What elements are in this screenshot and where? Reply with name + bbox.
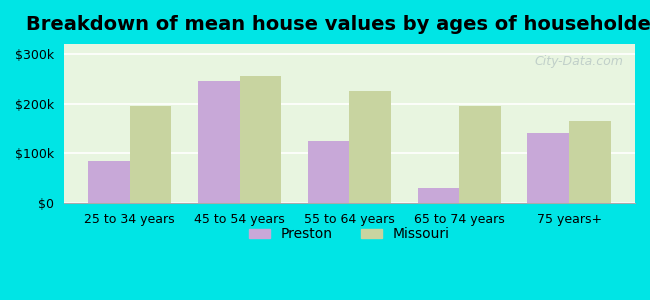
Bar (569, 121, 611, 203)
Bar (240, 76, 281, 203)
Bar (527, 134, 569, 203)
Bar (350, 91, 391, 203)
Bar (307, 141, 350, 203)
Bar (88, 161, 130, 203)
Title: Breakdown of mean house values by ages of householders: Breakdown of mean house values by ages o… (27, 15, 650, 34)
Text: City-Data.com: City-Data.com (535, 55, 623, 68)
Bar (417, 188, 460, 203)
Bar (460, 106, 501, 203)
Legend: Preston, Missouri: Preston, Missouri (244, 222, 455, 247)
Bar (198, 81, 240, 203)
Bar (130, 106, 172, 203)
